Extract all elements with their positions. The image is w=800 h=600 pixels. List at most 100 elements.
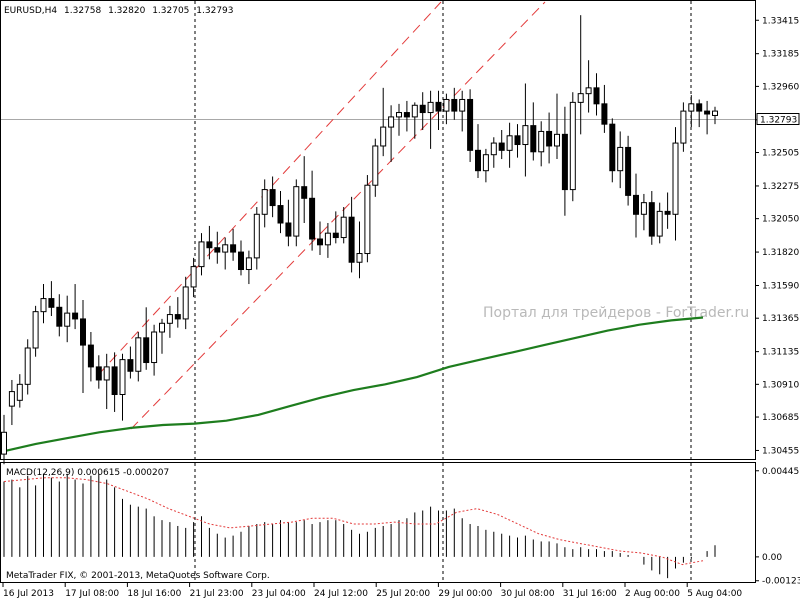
candle xyxy=(182,276,189,330)
candle-body-bear xyxy=(601,103,608,125)
candle-body-bull xyxy=(1,431,7,455)
channel-line-upper[interactable] xyxy=(98,1,442,375)
price-panel-frame xyxy=(0,0,756,460)
candle-body-bear xyxy=(546,130,553,147)
candle-body-bull xyxy=(364,184,371,255)
watermark-text: Портал для трейдеров - ForTrader.ru xyxy=(483,305,749,321)
candle xyxy=(498,129,505,160)
candle xyxy=(198,233,205,276)
candle-body-bear xyxy=(664,210,671,215)
candle xyxy=(396,103,402,136)
candle-body-bear xyxy=(451,98,458,112)
candle xyxy=(245,250,252,285)
candle xyxy=(633,173,639,238)
time-tick-label: 25 Jul 20:00 xyxy=(376,589,430,599)
candle-body-bull xyxy=(506,135,513,151)
candle-body-bull xyxy=(182,286,189,320)
candle xyxy=(261,179,268,228)
macd-header: MACD(12,26,9) 0.000615 -0.000207 xyxy=(6,468,169,478)
candle xyxy=(435,90,442,130)
candle xyxy=(159,318,165,354)
candle-body-bull xyxy=(166,314,173,324)
price-tick-label: 1.31820 xyxy=(762,248,799,258)
candle xyxy=(356,221,363,279)
candle-body-bear xyxy=(435,101,442,112)
candle-body-bull xyxy=(16,383,23,401)
candle-body-bull xyxy=(222,244,229,253)
candle xyxy=(451,87,458,120)
candle-body-bear xyxy=(309,197,316,240)
candle xyxy=(8,379,15,426)
open-price: 1.32758 xyxy=(64,6,101,16)
candle xyxy=(16,374,23,408)
candle-body-bull xyxy=(198,241,205,268)
candle xyxy=(482,148,489,183)
candle xyxy=(222,237,229,270)
candle xyxy=(48,281,55,317)
moving-average-line[interactable] xyxy=(3,316,704,453)
current-price-badge xyxy=(756,113,800,125)
candle-body-bull xyxy=(151,331,158,364)
candle xyxy=(411,102,418,139)
candle-body-bull xyxy=(103,366,110,381)
candle xyxy=(72,284,79,330)
candle-body-bear xyxy=(95,366,102,381)
candle-body-bull xyxy=(380,126,387,147)
candle xyxy=(585,60,592,113)
candle-body-bear xyxy=(206,241,213,249)
candle-body-bull xyxy=(617,146,624,172)
candle-body-bear xyxy=(214,247,221,253)
candle-body-bull xyxy=(324,232,331,246)
candle xyxy=(301,156,308,224)
candle-body-bull xyxy=(396,112,402,118)
candle xyxy=(554,93,560,160)
time-tick-label: 16 Jul 2013 xyxy=(3,589,54,599)
price-tick-label: 1.32050 xyxy=(762,215,799,225)
candle-body-bear xyxy=(317,238,323,246)
close-price: 1.32793 xyxy=(196,6,233,16)
candle xyxy=(127,346,134,379)
candle xyxy=(190,257,197,298)
candle xyxy=(514,124,521,158)
price-tick-label: 1.32505 xyxy=(762,149,799,159)
candle-body-bull xyxy=(427,101,434,114)
time-tick-label: 21 Jul 23:00 xyxy=(190,589,244,599)
candle xyxy=(214,231,221,264)
candle xyxy=(419,92,426,130)
candle xyxy=(277,191,284,234)
candle xyxy=(656,202,663,244)
candle-body-bear xyxy=(238,251,244,271)
candle-body-bear xyxy=(348,216,355,263)
candle-body-bear xyxy=(269,189,276,207)
candle xyxy=(475,124,481,178)
price-tick-label: 1.31590 xyxy=(762,282,799,292)
candle xyxy=(459,90,466,132)
candle-body-bear xyxy=(593,87,600,105)
price-tick-label: 1.32275 xyxy=(762,182,799,192)
candle-body-bull xyxy=(119,359,126,396)
time-axis: 16 Jul 2013 17 Jul 08:00 18 Jul 16:00 21 Ju… xyxy=(2,583,742,599)
candle xyxy=(664,192,671,229)
candle xyxy=(230,228,237,261)
candle-body-bull xyxy=(261,189,268,215)
candle-body-bull xyxy=(32,311,39,349)
candle xyxy=(577,15,584,135)
candle-body-bear xyxy=(174,314,181,320)
candle xyxy=(293,179,300,247)
candlestick-series xyxy=(1,15,718,465)
time-tick-label: 18 Jul 16:00 xyxy=(127,589,181,599)
candle-body-bear xyxy=(625,146,632,196)
channel-line-lower[interactable] xyxy=(130,1,546,430)
candle-body-bull xyxy=(135,337,142,372)
candle-body-bear xyxy=(285,222,292,237)
candle-body-bull xyxy=(554,133,560,147)
candle xyxy=(103,353,110,410)
candle xyxy=(95,355,102,389)
candle xyxy=(427,90,434,149)
price-tick-label: 1.30455 xyxy=(762,446,799,456)
candle xyxy=(87,332,94,382)
candle-body-bear xyxy=(48,298,55,308)
candle xyxy=(24,339,31,395)
candle xyxy=(712,106,718,125)
